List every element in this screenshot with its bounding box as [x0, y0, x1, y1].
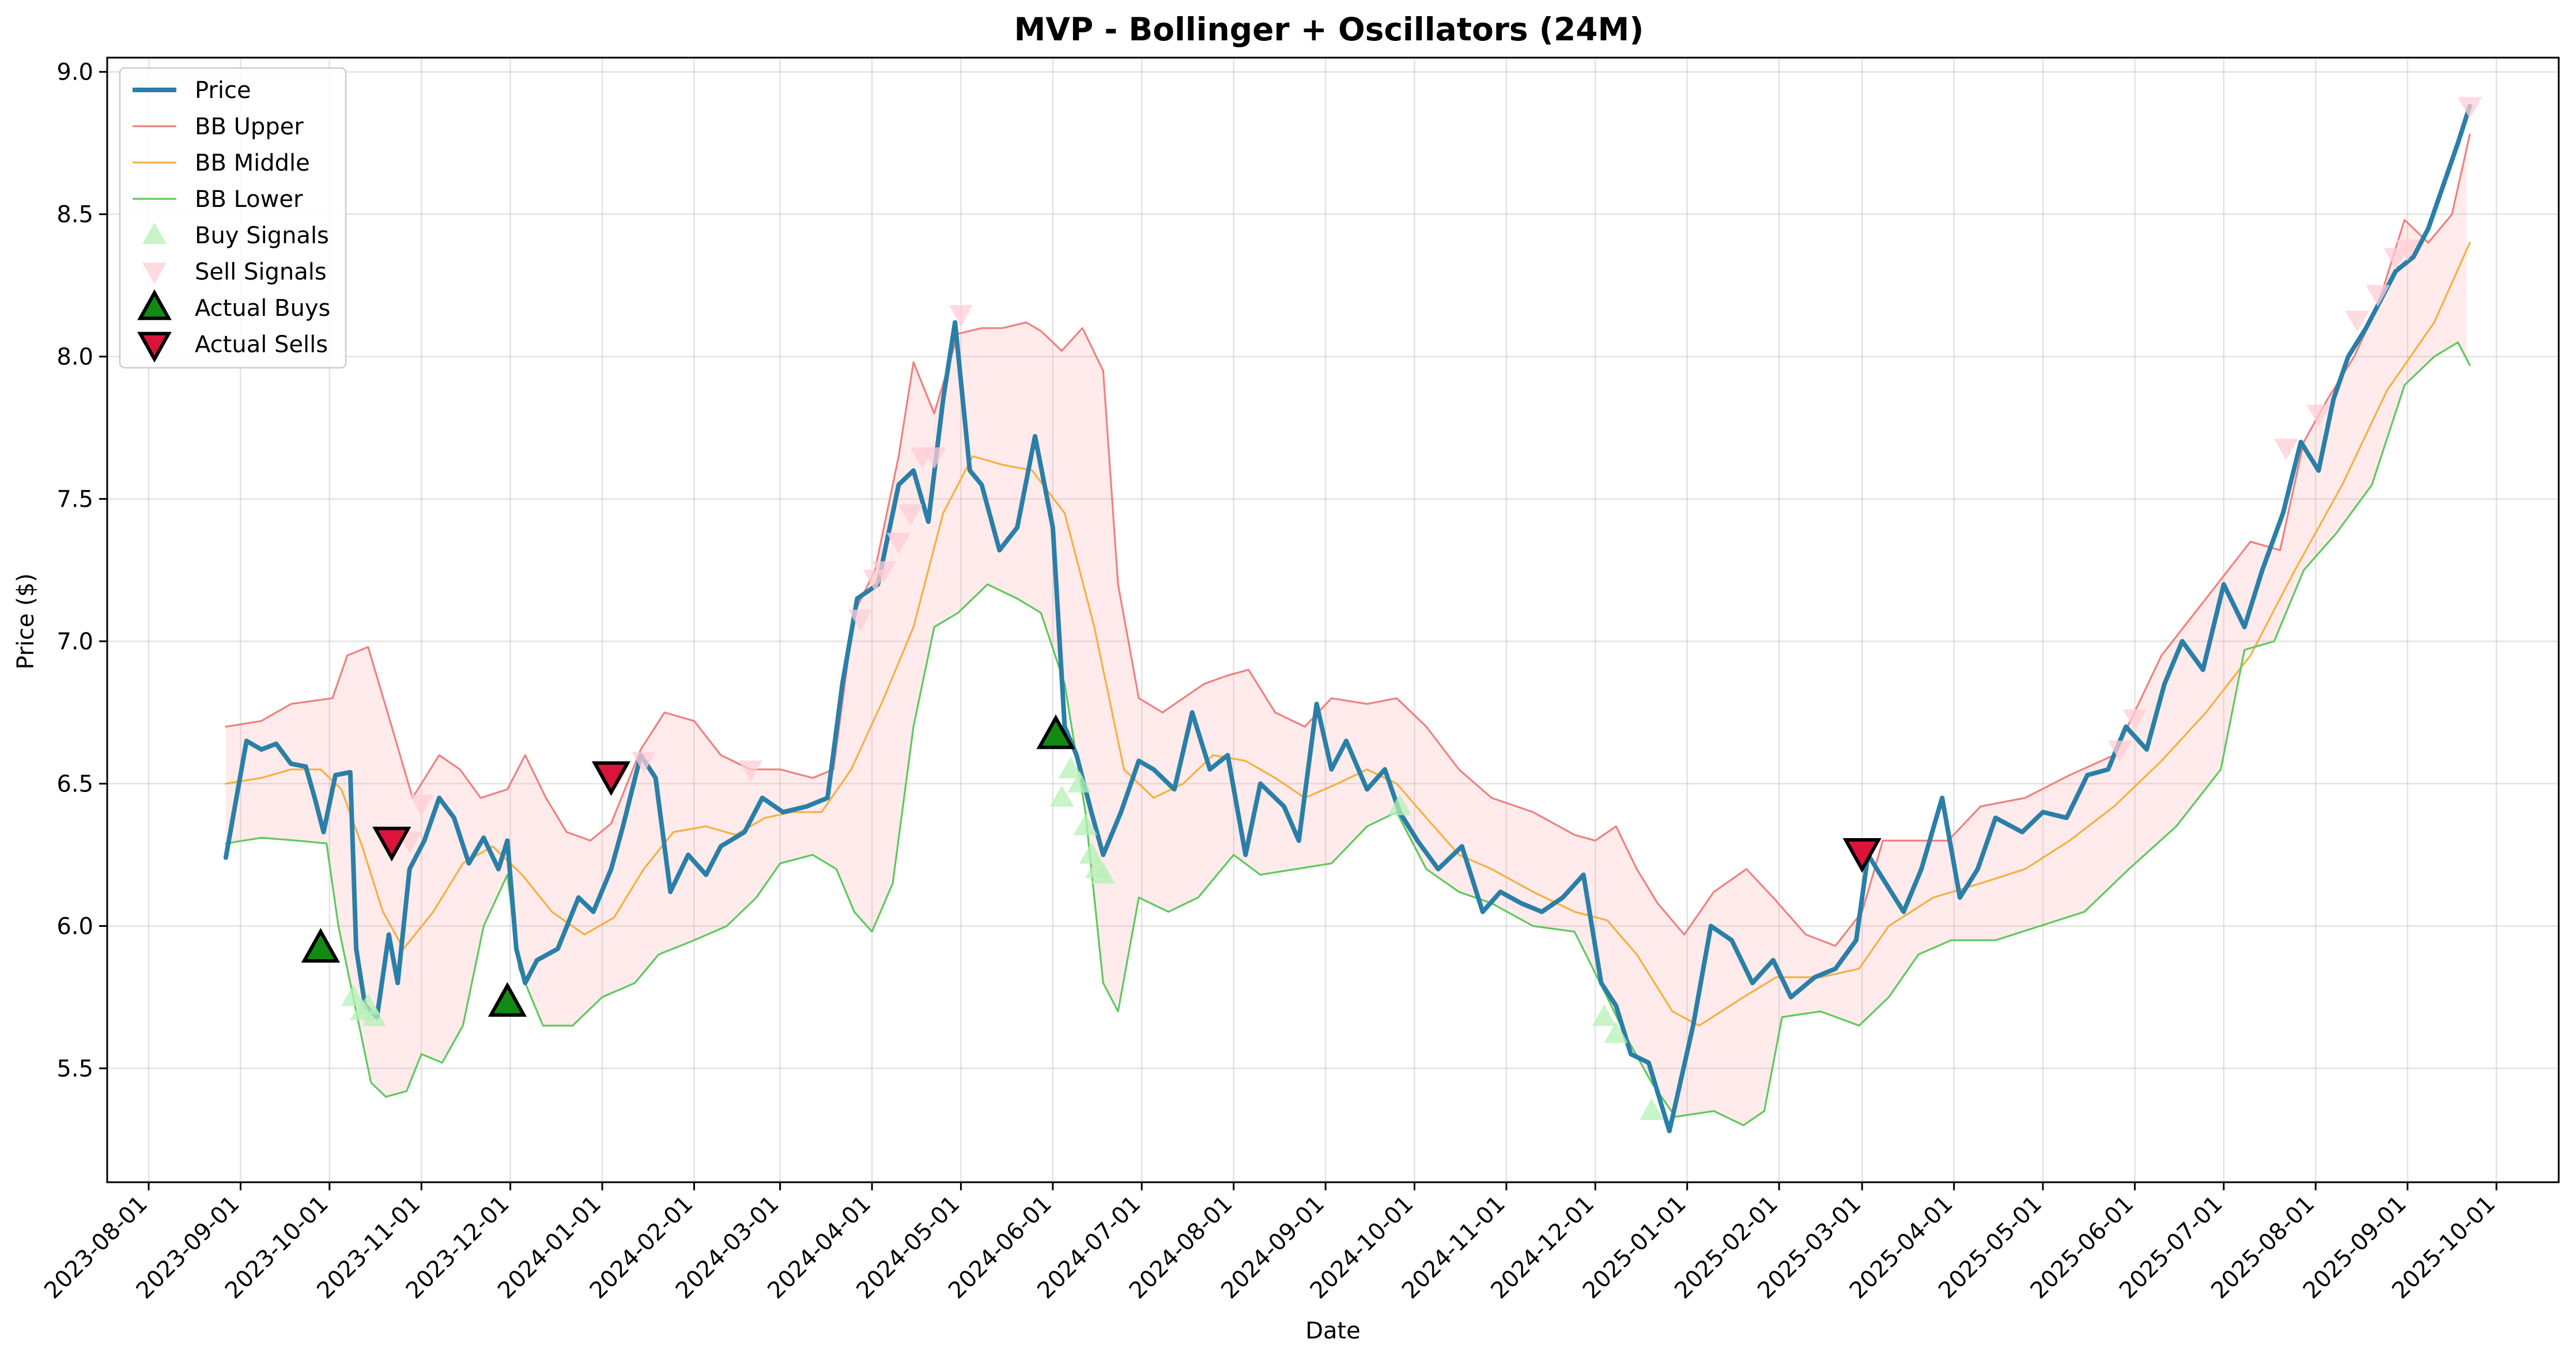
- legend-swatch-sell-signals: [142, 262, 167, 284]
- y-tick-label: 7.5: [56, 486, 93, 513]
- marker-sell-signals: [2457, 97, 2482, 119]
- marker-sell-signals: [886, 533, 911, 555]
- series-line-price: [223, 104, 2472, 1134]
- legend-swatch-buy-signals: [142, 222, 167, 244]
- marker-sell-signals: [738, 760, 763, 782]
- y-tick-label: 9.0: [56, 59, 93, 86]
- marker-buy-signals: [1604, 1021, 1629, 1043]
- legend-box: [119, 67, 347, 369]
- series-line-bb-middle: [225, 242, 2471, 1027]
- marker-sell-signals: [2366, 285, 2390, 307]
- marker-buy-signals: [1387, 794, 1412, 816]
- marker-sell-signals: [898, 504, 923, 526]
- marker-sell-signals: [2122, 709, 2147, 731]
- y-tick-label: 6.0: [56, 913, 93, 940]
- marker-sell-signals: [871, 561, 896, 583]
- marker-sell-signals: [2306, 405, 2331, 427]
- legend-label-price: Price: [195, 77, 251, 104]
- legend-swatch-actual-buys: [137, 289, 172, 320]
- marker-actual-buys: [1036, 714, 1075, 749]
- marker-actual-sells: [1842, 838, 1882, 873]
- y-tick-label: 8.5: [56, 202, 93, 228]
- series-line-bb-upper: [225, 133, 2471, 947]
- y-tick-label: 8.0: [56, 344, 93, 371]
- y-axis-label: Price ($): [13, 574, 39, 670]
- marker-buy-signals: [1073, 813, 1098, 835]
- marker-actual-sells: [591, 761, 631, 796]
- marker-buy-signals: [341, 984, 365, 1006]
- y-tick-label: 7.0: [56, 629, 93, 655]
- marker-sell-signals: [2273, 439, 2298, 461]
- marker-actual-sells: [372, 827, 411, 862]
- legend-swatch-actual-sells: [137, 331, 172, 363]
- marker-actual-buys: [488, 982, 527, 1017]
- marker-sell-signals: [409, 794, 434, 817]
- plot-series-group: [223, 97, 2482, 1134]
- marker-sell-signals: [2345, 311, 2370, 333]
- marker-buy-signals: [1049, 785, 1074, 807]
- chart-title: MVP - Bollinger + Oscillators (24M): [1014, 11, 1644, 48]
- bollinger-band-fill: [225, 148, 2467, 1126]
- marker-sell-signals: [632, 752, 656, 774]
- legend-label-actual-buys: Actual Buys: [195, 295, 330, 322]
- marker-sell-signals: [2384, 248, 2408, 270]
- plot-frame: [106, 56, 2560, 1183]
- marker-buy-signals: [1640, 1098, 1664, 1120]
- legend-label-buy-signals: Buy Signals: [195, 222, 329, 249]
- marker-buy-signals: [1592, 1004, 1616, 1026]
- marker-sell-signals: [949, 305, 973, 327]
- marker-actual-buys: [301, 927, 340, 963]
- marker-buy-signals: [1091, 862, 1116, 884]
- marker-buy-signals: [362, 1004, 386, 1026]
- y-tick-label: 6.5: [56, 771, 93, 798]
- y-tick-label: 5.5: [56, 1055, 93, 1082]
- legend-label-bb-middle: BB Middle: [195, 150, 310, 176]
- marker-buy-signals: [1067, 771, 1092, 793]
- legend-label-sell-signals: Sell Signals: [195, 259, 327, 285]
- marker-sell-signals: [848, 609, 872, 632]
- marker-buy-signals: [1058, 756, 1083, 779]
- marker-sell-signals: [2395, 239, 2420, 261]
- legend-label-bb-upper: BB Upper: [195, 114, 304, 140]
- legend-label-actual-sells: Actual Sells: [195, 331, 328, 358]
- x-axis-label: Date: [1305, 1318, 1361, 1344]
- marker-sell-signals: [922, 447, 947, 469]
- legend-label-bb-lower: BB Lower: [195, 186, 303, 213]
- marker-sell-signals: [2107, 740, 2132, 763]
